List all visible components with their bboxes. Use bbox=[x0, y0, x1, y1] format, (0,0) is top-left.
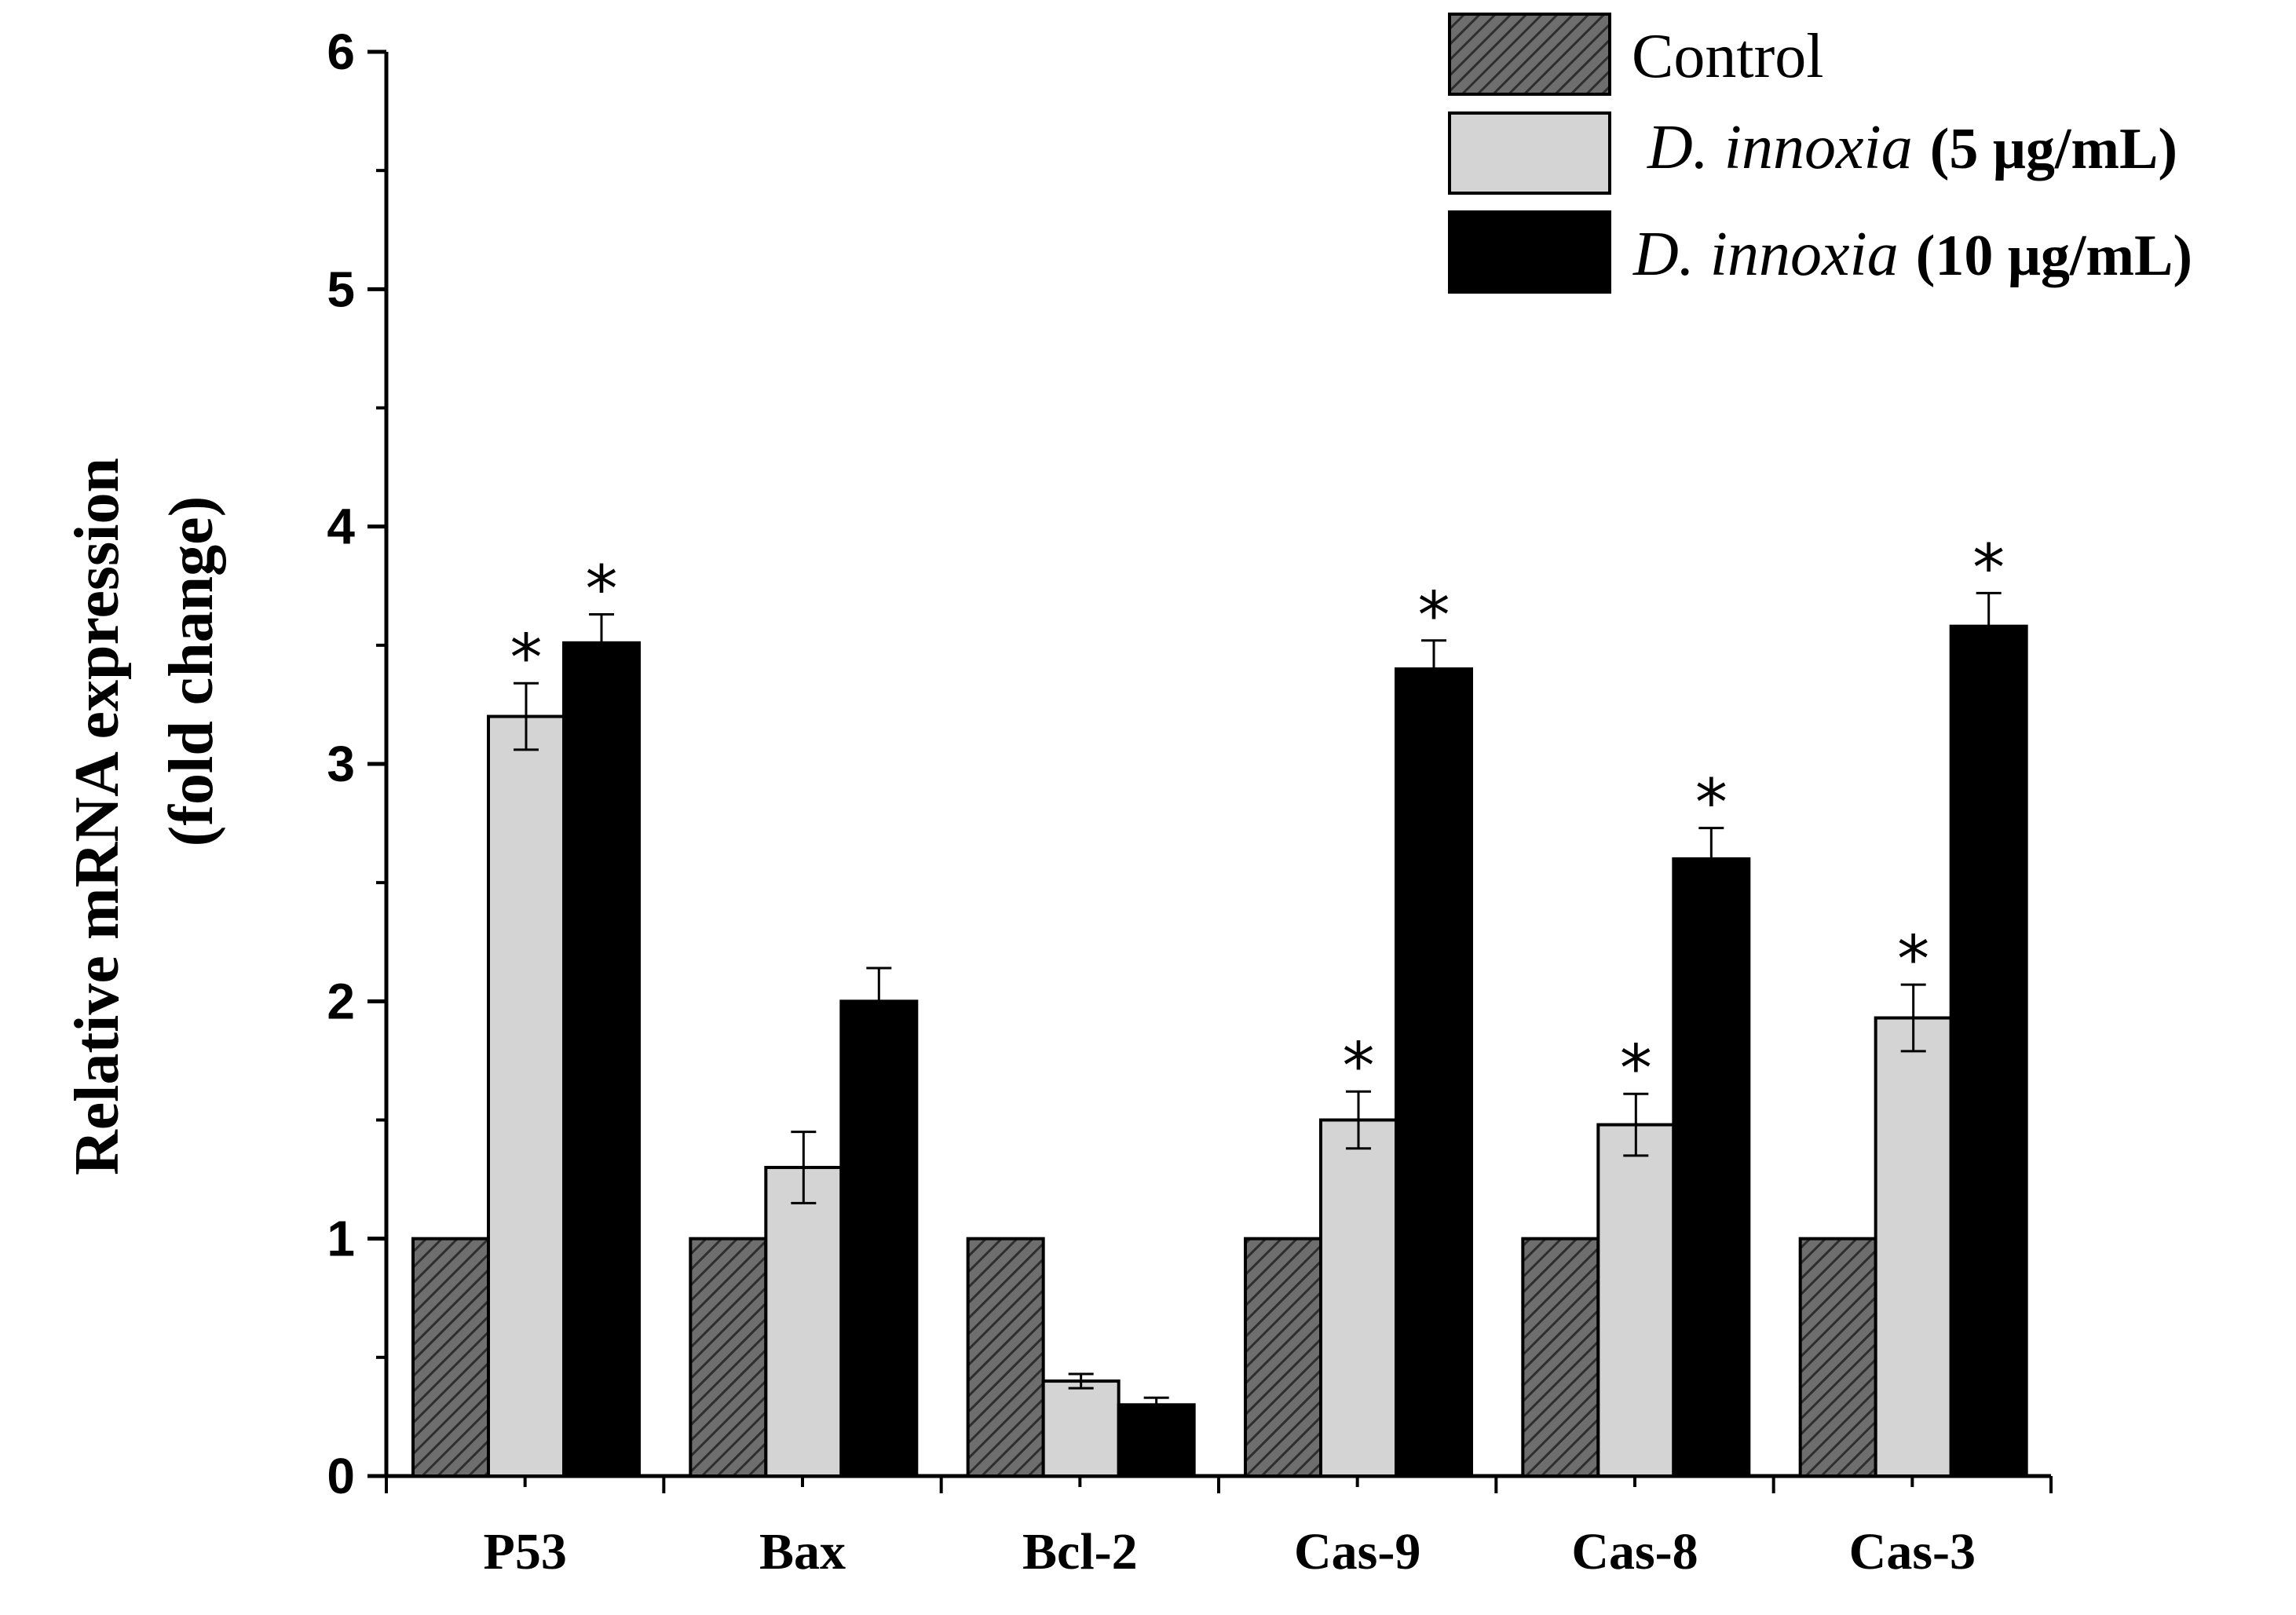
significance-star: * bbox=[1343, 1029, 1375, 1104]
significance-star: * bbox=[1897, 923, 1929, 997]
y-tick-label: 0 bbox=[327, 1448, 355, 1504]
bar-bcl-2-series-1 bbox=[1041, 1379, 1121, 1478]
bar-cas-3-series-2 bbox=[1949, 624, 2028, 1478]
x-axis-ticks: P53 Bax Bcl-2 Cas-9 Cas-8 Cas-3 bbox=[385, 1476, 2053, 1580]
x-tick-label: Cas-9 bbox=[1294, 1523, 1420, 1580]
bar-cas-9-series-2 bbox=[1395, 667, 1473, 1478]
legend-swatch-5ug bbox=[1448, 111, 1611, 195]
legend-label-5ug-rest: (5 μg/mL) bbox=[1930, 117, 2177, 181]
bars: * * * * * * * * bbox=[411, 531, 2028, 1478]
significance-star: * bbox=[1695, 766, 1727, 841]
significance-star: * bbox=[510, 621, 543, 696]
bar-bax-series-0 bbox=[689, 1237, 768, 1478]
bar-cas-9-series-1 bbox=[1319, 1118, 1398, 1478]
y-axis-ticks: 0 1 2 3 4 5 6 bbox=[327, 24, 386, 1504]
legend-label-10ug-rest: (10 μg/mL) bbox=[1916, 224, 2192, 288]
significance-star: * bbox=[1972, 531, 2005, 605]
legend-swatch-control bbox=[1448, 13, 1611, 96]
bar-p53-series-0 bbox=[411, 1237, 490, 1478]
y-tick-label: 4 bbox=[327, 499, 355, 555]
bar-cas-8-series-2 bbox=[1672, 857, 1751, 1478]
significance-star: * bbox=[586, 553, 618, 627]
legend-swatch-10ug bbox=[1448, 210, 1611, 294]
x-tick-label: Cas-3 bbox=[1849, 1523, 1976, 1580]
bar-bax-series-2 bbox=[839, 999, 919, 1478]
y-axis-title: Relative mRNA expression (fold change) bbox=[63, 458, 226, 1175]
bar-bcl-2-series-2 bbox=[1117, 1403, 1196, 1478]
legend: Control D. innoxia (5 μg/mL) D. innoxia … bbox=[1448, 13, 2192, 294]
bar-p53-series-1 bbox=[487, 714, 565, 1478]
y-tick-label: 3 bbox=[327, 736, 355, 792]
bar-p53-series-2 bbox=[562, 641, 641, 1478]
x-tick-label: Bax bbox=[759, 1523, 846, 1580]
significance-star: * bbox=[1620, 1032, 1652, 1106]
bar-cas-9-series-0 bbox=[1244, 1237, 1322, 1478]
bar-cas-8-series-1 bbox=[1596, 1123, 1676, 1478]
legend-label-control: Control bbox=[1632, 22, 1823, 91]
legend-label-5ug-italic: D. innoxia bbox=[1647, 113, 1913, 182]
y-tick-label: 5 bbox=[327, 261, 355, 317]
legend-label-10ug-italic: D. innoxia bbox=[1632, 220, 1899, 289]
x-tick-label: Cas-8 bbox=[1571, 1523, 1698, 1580]
legend-label-10ug: D. innoxia (10 μg/mL) bbox=[1632, 220, 2192, 289]
bar-bcl-2-series-0 bbox=[966, 1237, 1045, 1478]
y-tick-label: 6 bbox=[327, 24, 355, 80]
y-axis-title-line1: Relative mRNA expression bbox=[63, 458, 132, 1175]
legend-label-5ug: D. innoxia (5 μg/mL) bbox=[1647, 113, 2177, 182]
significance-star: * bbox=[1418, 579, 1450, 653]
x-tick-label: Bcl-2 bbox=[1022, 1523, 1138, 1580]
bar-cas-3-series-0 bbox=[1798, 1237, 1877, 1478]
y-tick-label: 1 bbox=[327, 1211, 355, 1267]
bar-bax-series-1 bbox=[764, 1165, 843, 1478]
x-tick-label: P53 bbox=[484, 1523, 567, 1580]
y-tick-label: 2 bbox=[327, 973, 355, 1029]
bar-cas-8-series-0 bbox=[1521, 1237, 1600, 1478]
bar-cas-3-series-1 bbox=[1874, 1016, 1953, 1478]
y-axis-title-line2: (fold change) bbox=[157, 496, 226, 847]
